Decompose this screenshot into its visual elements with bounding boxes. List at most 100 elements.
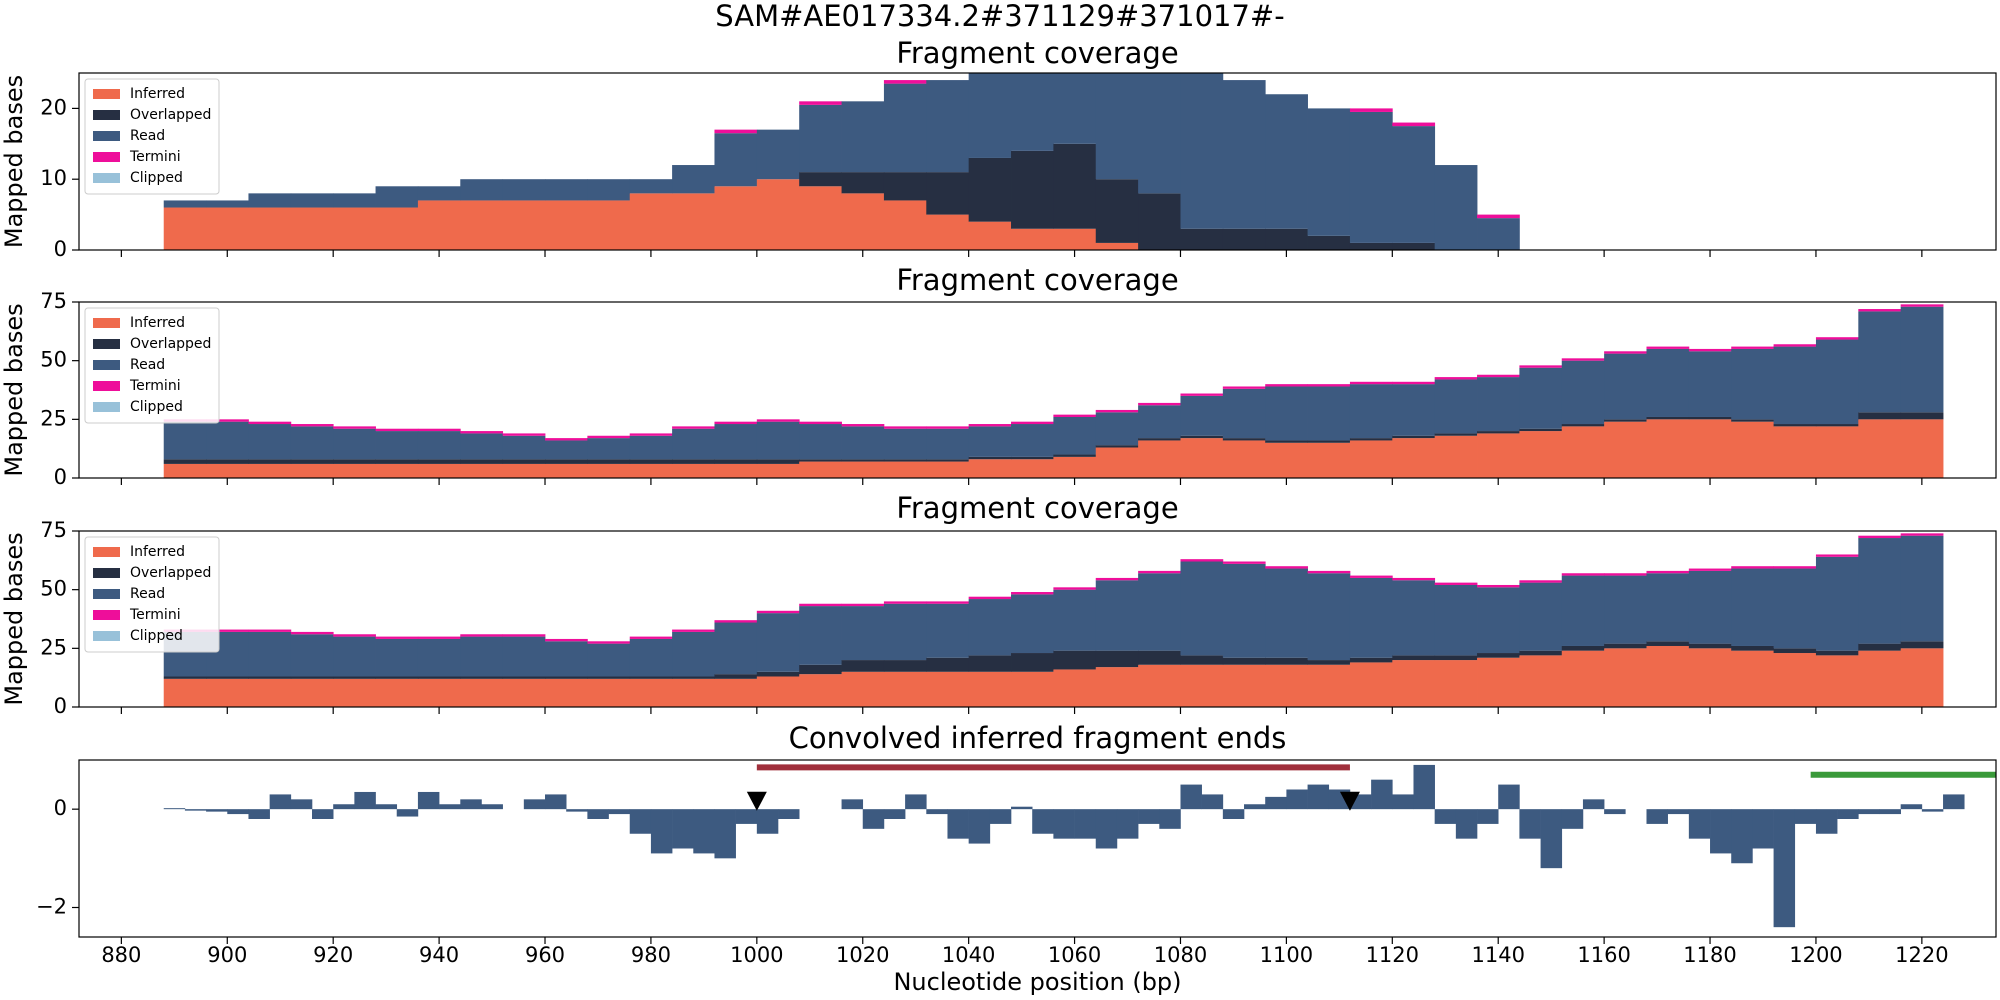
bar (248, 809, 270, 819)
area-step (587, 678, 631, 707)
area-step (1477, 657, 1520, 707)
area-step (1900, 648, 1944, 707)
bar (1116, 809, 1139, 839)
area-step (1900, 535, 1944, 642)
legend-label: Read (130, 128, 165, 144)
bar (1646, 809, 1668, 824)
area-step (1561, 575, 1605, 646)
area-step (1138, 440, 1181, 478)
x-tick-label: 1100 (1260, 943, 1313, 967)
bar (968, 809, 991, 844)
area-step (926, 80, 970, 173)
area-step (248, 676, 292, 679)
area-step (375, 207, 419, 250)
plot-area (163, 73, 1520, 250)
bar (1815, 809, 1838, 834)
area-step (841, 459, 885, 462)
bar (862, 809, 885, 829)
area-step (1815, 650, 1859, 656)
area-step (1265, 442, 1308, 478)
chart-title: Convolved inferred fragment ends (789, 721, 1287, 755)
area-step (883, 428, 927, 460)
legend-swatch (93, 589, 120, 599)
area-step (968, 157, 1012, 222)
area-step (1900, 641, 1944, 649)
chart-title: Fragment coverage (896, 36, 1178, 70)
bar (523, 799, 546, 810)
area-step (587, 438, 631, 460)
area-step (1815, 339, 1859, 425)
area-step (290, 424, 334, 427)
area-step (1519, 367, 1563, 429)
area-step (1519, 582, 1563, 651)
area-step (1138, 650, 1181, 665)
area-step (799, 101, 842, 105)
area-step (1519, 428, 1563, 432)
area-step (1392, 126, 1436, 243)
area-step (1561, 426, 1605, 478)
x-tick-label: 920 (313, 943, 353, 967)
area-step (799, 459, 842, 462)
area-step (460, 678, 504, 707)
area-step (1815, 337, 1859, 340)
area-step (1392, 435, 1436, 439)
area-step (1180, 438, 1224, 478)
area-step (1646, 645, 1690, 707)
bar (672, 809, 694, 849)
area-step (502, 636, 546, 677)
area-step (248, 207, 292, 250)
area-step (1180, 561, 1224, 656)
area-step (1815, 426, 1859, 478)
bar (1879, 809, 1901, 815)
plot-area (163, 764, 1996, 928)
area-step (1519, 650, 1563, 656)
area-step (545, 179, 588, 201)
area-step (1434, 584, 1478, 656)
bar (481, 804, 503, 810)
bar (1731, 809, 1753, 864)
area-step (1477, 653, 1520, 658)
axes-frame (78, 530, 1997, 708)
area-step (883, 603, 927, 661)
bar (545, 794, 567, 810)
area-step (1773, 566, 1817, 569)
area-step (1731, 568, 1774, 646)
area-step (1688, 568, 1732, 571)
area-step (1349, 577, 1393, 658)
bar (1498, 784, 1520, 810)
area-step (1731, 645, 1774, 651)
area-step (1688, 648, 1732, 707)
area-step (883, 83, 927, 173)
bar (163, 808, 186, 810)
y-tick-label: 20 (40, 95, 67, 119)
area-step (1434, 377, 1478, 380)
area-step (883, 660, 927, 672)
area-step (587, 641, 631, 644)
area-step (1138, 193, 1181, 250)
bar (1900, 804, 1923, 810)
area-step (1900, 412, 1944, 420)
area-step (883, 80, 927, 84)
area-step (1138, 73, 1181, 194)
area-step (1138, 438, 1181, 441)
area-step (1349, 438, 1393, 441)
area-step (333, 463, 376, 478)
area-step (545, 459, 588, 464)
area-step (1900, 533, 1944, 536)
area-step (206, 421, 249, 460)
area-step (1095, 445, 1139, 448)
area-step (1053, 414, 1097, 417)
y-axis-label: Mapped bases (0, 75, 28, 248)
area-step (1053, 454, 1097, 457)
area-step (1138, 573, 1181, 651)
area-step (841, 426, 885, 460)
y-tick-label: 75 (40, 289, 67, 313)
bar (1032, 809, 1054, 834)
area-step (460, 636, 504, 677)
area-step (1561, 573, 1605, 576)
area-step (883, 601, 927, 604)
area-step (1434, 655, 1478, 661)
area-step (545, 440, 588, 460)
area-step (1095, 409, 1139, 413)
